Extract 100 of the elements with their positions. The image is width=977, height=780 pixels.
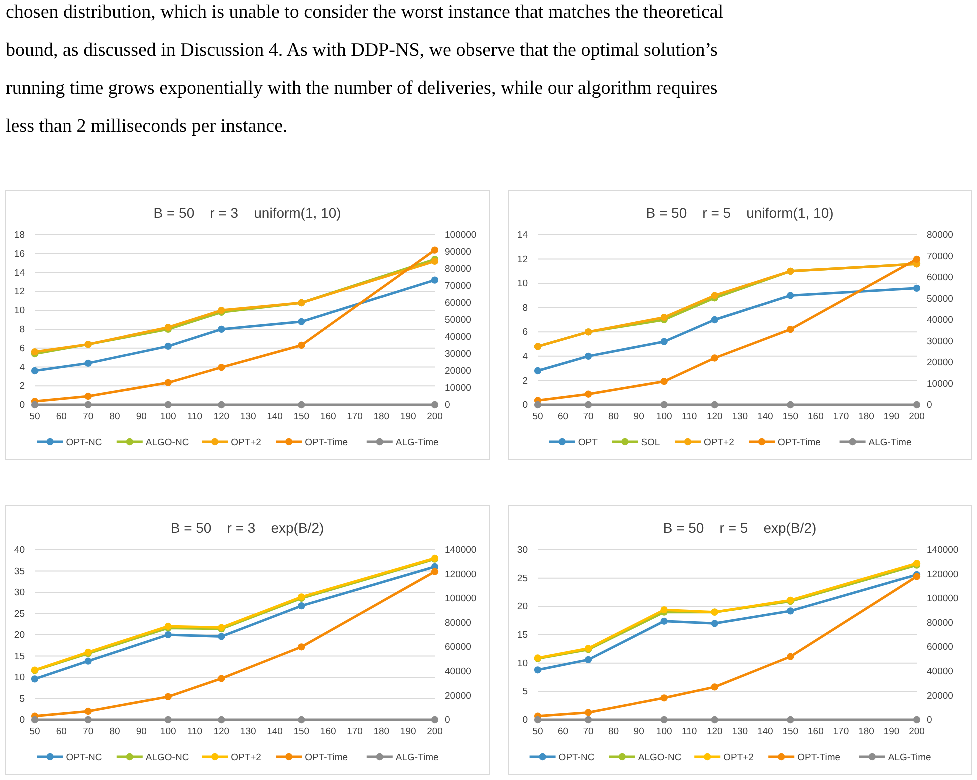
y-tick-label: 10 xyxy=(14,672,25,684)
x-tick-label: 200 xyxy=(909,726,925,738)
x-tick-label: 190 xyxy=(884,412,900,423)
y2-tick-label: 80000 xyxy=(445,618,472,629)
y-tick-label: 16 xyxy=(14,248,25,260)
point xyxy=(787,716,794,724)
point xyxy=(787,401,794,409)
point xyxy=(84,360,92,368)
point xyxy=(164,693,172,700)
y-tick-label: 6 xyxy=(522,327,528,338)
y2-tick-label: 50000 xyxy=(927,294,954,305)
y2-tick-label: 30000 xyxy=(445,349,472,360)
x-tick-label: 60 xyxy=(56,412,67,423)
legend-label: OPT-Time xyxy=(798,752,841,764)
x-tick-label: 90 xyxy=(136,412,147,423)
x-tick-label: 100 xyxy=(656,412,672,423)
chart-title: B = 50 r = 3 exp(B/2) xyxy=(170,520,324,536)
point xyxy=(660,618,668,625)
y2-tick-label: 90000 xyxy=(445,247,472,258)
y-tick-label: 14 xyxy=(517,230,528,242)
y-tick-label: 5 xyxy=(20,694,25,705)
text: chosen distribution, which is unable to consider the worst instance that matches the theoretical xyxy=(6,2,724,24)
x-tick-label: 80 xyxy=(110,726,120,738)
y-tick-label: 20 xyxy=(14,630,25,642)
y2-tick-label: 70000 xyxy=(445,281,472,292)
point xyxy=(298,342,306,350)
x-tick-label: 160 xyxy=(320,412,336,423)
x-tick-label: 110 xyxy=(682,726,698,738)
legend-label: OPT+2 xyxy=(231,438,262,448)
x-tick-label: 180 xyxy=(374,726,390,738)
x-tick-label: 200 xyxy=(427,412,443,423)
y-tick-label: 25 xyxy=(14,608,25,620)
x-tick-label: 130 xyxy=(732,726,748,738)
x-tick-label: 180 xyxy=(374,412,390,423)
x-tick-label: 70 xyxy=(83,412,94,423)
y-tick-label: 5 xyxy=(522,686,528,698)
point xyxy=(164,631,172,639)
y-tick-label: 12 xyxy=(517,254,528,266)
point xyxy=(431,401,439,409)
y-tick-label: 8 xyxy=(20,324,25,336)
y2-tick-label: 140000 xyxy=(927,545,959,556)
point xyxy=(660,314,668,322)
x-tick-label: 90 xyxy=(634,726,644,738)
y2-tick-label: 100000 xyxy=(927,594,959,605)
y2-tick-label: 60000 xyxy=(927,272,954,284)
x-tick-label: 140 xyxy=(757,412,774,423)
point xyxy=(31,401,39,409)
x-tick-label: 50 xyxy=(532,726,544,738)
text: bound, as discussed in Discussion 4. As with DDP-NS, we observe that the optimal solution’s xyxy=(6,40,718,62)
legend-label: OPT-Time xyxy=(778,438,821,448)
x-tick-label: 90 xyxy=(136,726,147,738)
legend-label: OPT-NC xyxy=(66,438,102,448)
y-tick-label: 10 xyxy=(14,306,25,317)
y2-tick-label: 120000 xyxy=(927,569,959,580)
x-tick-label: 170 xyxy=(833,412,850,423)
x-tick-label: 130 xyxy=(240,412,256,423)
chart-title: B = 50 r = 5 uniform(1, 10) xyxy=(646,205,834,221)
y-tick-label: 0 xyxy=(522,400,528,412)
y2-tick-label: 0 xyxy=(927,715,932,726)
x-tick-label: 190 xyxy=(400,726,416,738)
y2-tick-label: 120000 xyxy=(445,569,477,580)
x-tick-label: 160 xyxy=(808,412,824,423)
text: running time grows exponentially with the number of deliveries, while our algorithm requires xyxy=(6,78,718,100)
x-tick-label: 120 xyxy=(214,726,230,738)
y-tick-label: 20 xyxy=(517,602,528,613)
y2-tick-label: 40000 xyxy=(445,666,472,678)
y-tick-label: 18 xyxy=(14,230,25,242)
y2-tick-label: 20000 xyxy=(445,366,472,378)
point xyxy=(298,318,306,326)
legend-label: ALG-Time xyxy=(868,438,912,448)
point xyxy=(218,364,226,372)
legend-label: OPT-Time xyxy=(305,752,348,764)
y-tick-label: 30 xyxy=(517,545,528,556)
x-tick-label: 50 xyxy=(30,412,40,423)
legend-label: ALGO-NC xyxy=(146,752,190,764)
x-tick-label: 70 xyxy=(583,726,594,738)
point xyxy=(31,367,39,375)
x-tick-label: 100 xyxy=(656,726,672,738)
y2-tick-label: 10000 xyxy=(445,383,472,394)
x-tick-label: 150 xyxy=(782,412,799,423)
legend-label: OPT-Time xyxy=(305,438,348,448)
y-tick-label: 10 xyxy=(517,278,528,290)
x-tick-label: 60 xyxy=(558,726,569,738)
chart-title: B = 50 r = 5 exp(B/2) xyxy=(663,520,817,536)
point xyxy=(218,401,226,409)
y-tick-label: 0 xyxy=(522,715,528,726)
legend-label: OPT+2 xyxy=(704,438,734,448)
point xyxy=(164,379,172,386)
x-tick-label: 160 xyxy=(320,726,336,738)
point xyxy=(584,352,592,360)
legend-label: OPT xyxy=(578,438,598,448)
point xyxy=(31,716,39,724)
x-tick-label: 170 xyxy=(833,726,850,738)
y-tick-label: 15 xyxy=(14,651,25,662)
point xyxy=(164,342,172,350)
point xyxy=(431,716,439,724)
point xyxy=(298,644,306,651)
y2-tick-label: 80000 xyxy=(445,264,472,276)
point xyxy=(431,276,439,284)
y-tick-label: 25 xyxy=(517,573,528,584)
